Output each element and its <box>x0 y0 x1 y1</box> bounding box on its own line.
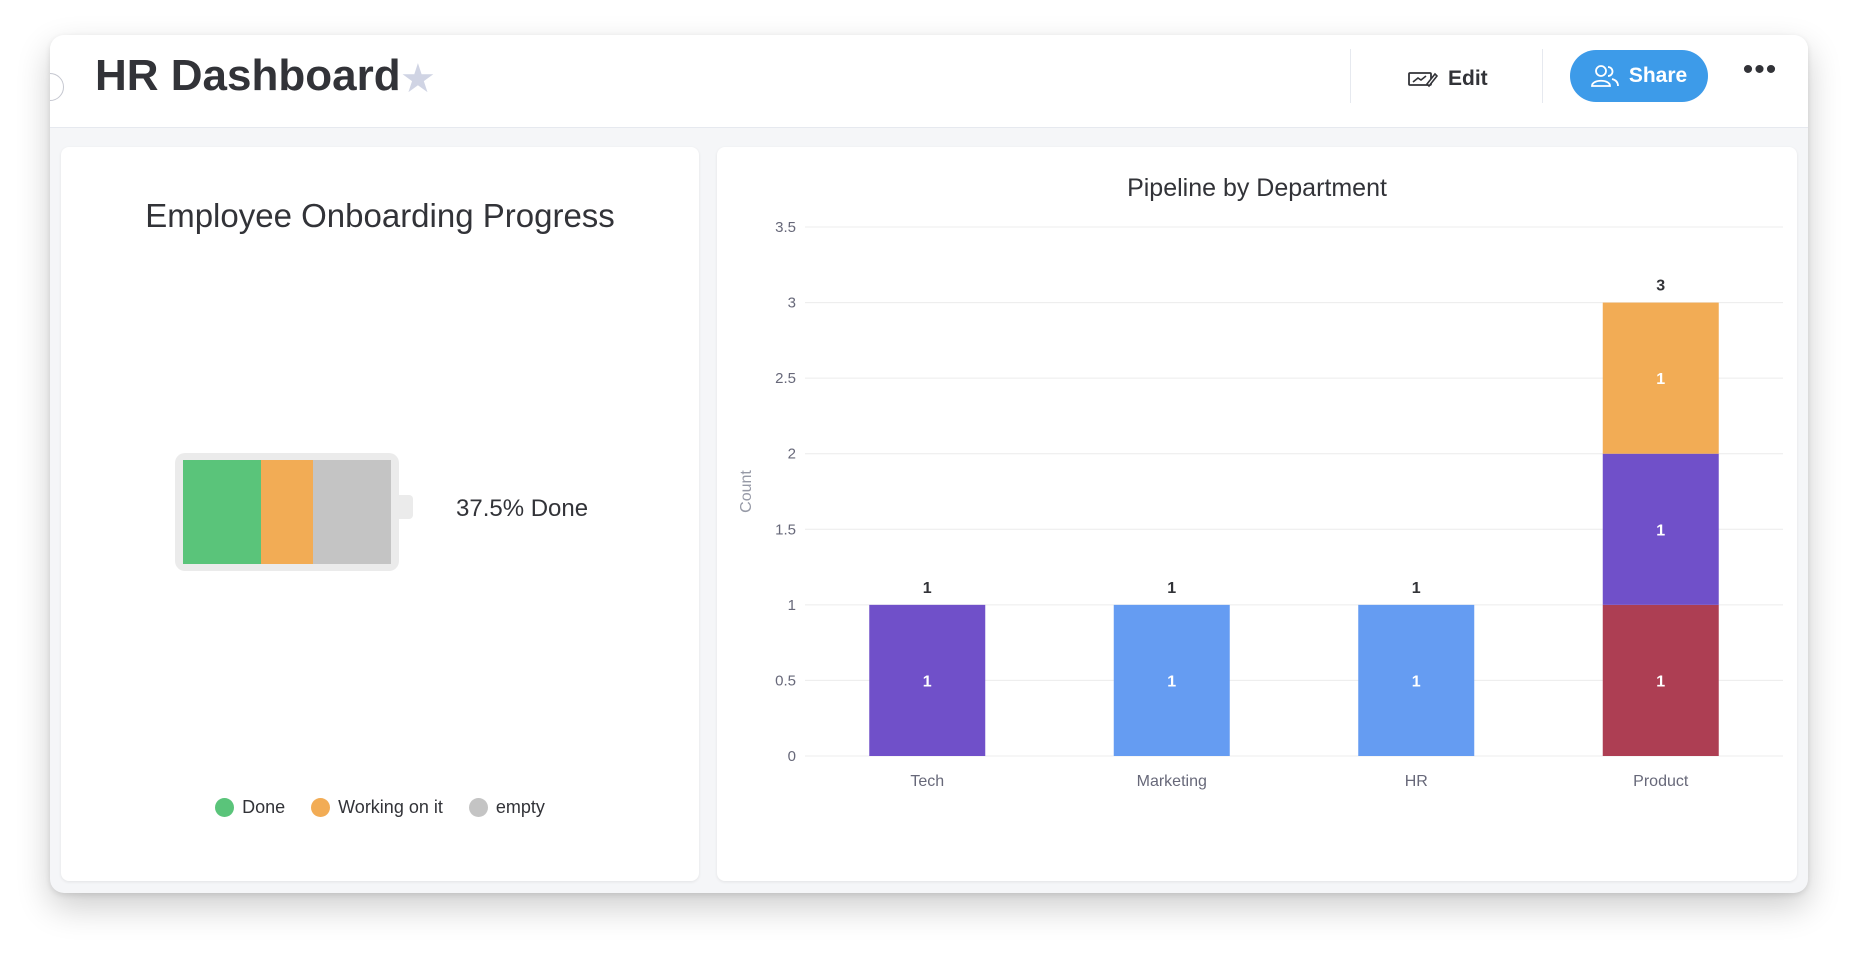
edit-button[interactable]: Edit <box>1400 59 1496 99</box>
legend-dot <box>468 798 488 817</box>
legend-label: Working on it <box>338 797 443 817</box>
more-options-button[interactable]: ••• <box>1742 53 1778 86</box>
onboarding-widget: Employee Onboarding Progress 37.5% Done … <box>61 147 699 881</box>
bar-segment <box>1113 604 1230 756</box>
bar-segment-label: 1 <box>1167 673 1176 690</box>
bar-total-label: 1 <box>923 580 932 597</box>
y-tick-label: 1.5 <box>775 521 796 538</box>
x-tick-label: Marketing <box>1137 773 1207 790</box>
bar-segment <box>1602 302 1719 454</box>
collapse-panel-button[interactable] <box>50 73 64 101</box>
bar-total-label: 1 <box>1167 580 1176 597</box>
y-tick-label: 2.5 <box>775 370 796 387</box>
bar-segment-label: 1 <box>1656 522 1665 539</box>
y-tick-label: 3.5 <box>775 219 796 236</box>
pipeline-widget: Pipeline by Department Count 0 0.5 1 1.5 2 2.5 3… <box>717 147 1797 881</box>
battery-segment-empty <box>313 460 391 564</box>
x-tick-label: Product <box>1633 773 1689 790</box>
page-title: HR Dashboard <box>95 51 401 100</box>
chart-title: Pipeline by Department <box>1127 174 1387 202</box>
legend-dot <box>311 798 331 817</box>
battery-segment-working <box>261 460 313 564</box>
legend-dot <box>215 798 235 817</box>
share-label: Share <box>1628 64 1688 87</box>
dashboard-window: HR Dashboard ★ Edit Share ••• Employee O… <box>50 35 1808 893</box>
bar-segment-label: 1 <box>1656 371 1665 388</box>
battery-segment-done <box>183 460 261 564</box>
users-icon <box>1590 65 1619 87</box>
battery-progress <box>175 453 399 571</box>
bar-chart: Pipeline by Department Count 0 0.5 1 1.5 2 2.5 3… <box>738 174 1783 790</box>
edit-icon <box>1408 72 1438 88</box>
y-tick-label: 1 <box>788 597 796 614</box>
x-tick-label: Tech <box>910 773 944 790</box>
bar-segment <box>1358 604 1475 756</box>
legend-label: empty <box>495 797 545 817</box>
share-button[interactable]: Share <box>1570 50 1708 102</box>
bar-segment <box>869 604 986 756</box>
star-icon[interactable]: ★ <box>400 57 436 101</box>
legend-item-empty: empty <box>468 797 545 818</box>
battery-cap <box>399 495 413 519</box>
bar-segment-label: 1 <box>923 673 932 690</box>
y-tick-label: 3 <box>788 295 796 312</box>
bar-segment-label: 1 <box>1412 673 1421 690</box>
divider <box>1350 49 1351 103</box>
bar-segment <box>1602 604 1719 756</box>
legend-item-working: Working on it <box>311 797 443 818</box>
bar-total-label: 1 <box>1412 580 1421 597</box>
y-tick-label: 2 <box>788 446 796 463</box>
widget-title: Employee Onboarding Progress <box>145 197 615 234</box>
divider <box>1542 49 1543 103</box>
legend-item-done: Done <box>215 797 285 818</box>
bar-segment <box>1602 453 1719 605</box>
y-tick-label: 0 <box>788 748 796 765</box>
top-bar: HR Dashboard ★ Edit Share ••• <box>50 35 1808 128</box>
progress-text: 37.5% Done <box>456 495 589 522</box>
bar-segment-label: 1 <box>1656 673 1665 690</box>
legend-label: Done <box>242 797 286 817</box>
y-tick-label: 0.5 <box>775 672 796 689</box>
x-tick-label: HR <box>1405 773 1428 790</box>
bar-total-label: 3 <box>1656 278 1665 295</box>
legend: Done Working on it empty <box>61 797 699 818</box>
edit-label: Edit <box>1448 67 1488 90</box>
y-axis-label: Count <box>738 470 755 513</box>
